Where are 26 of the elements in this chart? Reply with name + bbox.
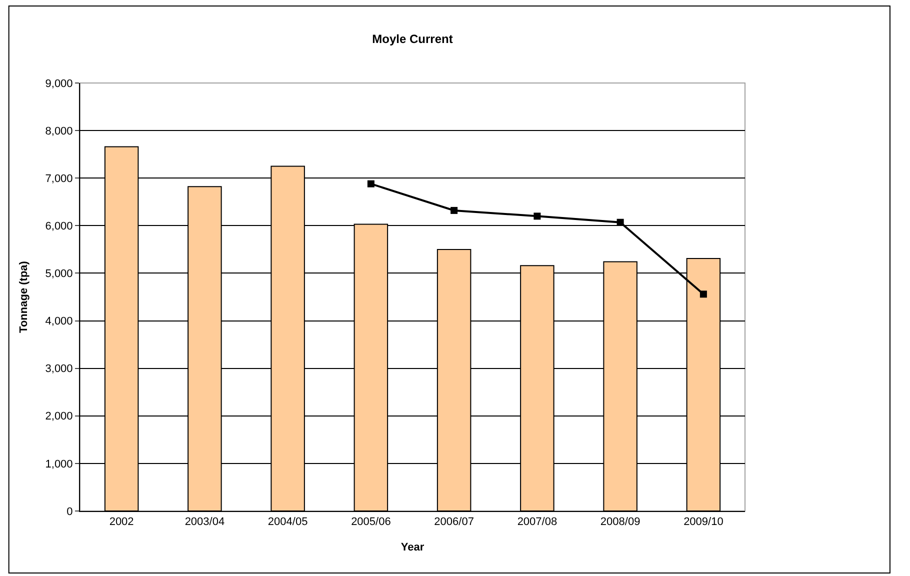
x-tick-label: 2006/07 (434, 516, 474, 528)
x-tick-label: 2005/06 (351, 516, 391, 528)
chart-title: Moyle Current (372, 32, 453, 46)
point (700, 290, 707, 298)
x-tick-label: 2003/04 (184, 516, 225, 528)
point (367, 180, 374, 188)
y-tick-label: 4,000 (45, 316, 73, 328)
x-tick-label: 2008/09 (600, 516, 640, 528)
x-axis-title: Year (400, 541, 425, 554)
x-tick-label: 2004/05 (268, 516, 308, 528)
y-tick-label: 5,000 (45, 268, 73, 280)
x-tick-label: 2007/08 (517, 516, 558, 528)
y-tick-label: 0 (66, 506, 73, 518)
y-tick-label: 2,000 (45, 410, 73, 423)
y-tick-label: 1,000 (45, 458, 73, 470)
y-tick-label: 7,000 (45, 172, 73, 185)
y-tick-label: 6,000 (45, 220, 73, 233)
y-axis-title: Tonnage (tpa) (18, 260, 30, 333)
point (450, 206, 458, 214)
x-tick-label: 2002 (109, 516, 134, 528)
y-tick-label: 3,000 (45, 363, 73, 376)
point (534, 212, 541, 220)
x-tick-label: 2009/10 (684, 516, 724, 528)
y-tick-label: 9,000 (45, 78, 73, 90)
point (616, 218, 624, 226)
y-tick-label: 8,000 (45, 125, 73, 138)
